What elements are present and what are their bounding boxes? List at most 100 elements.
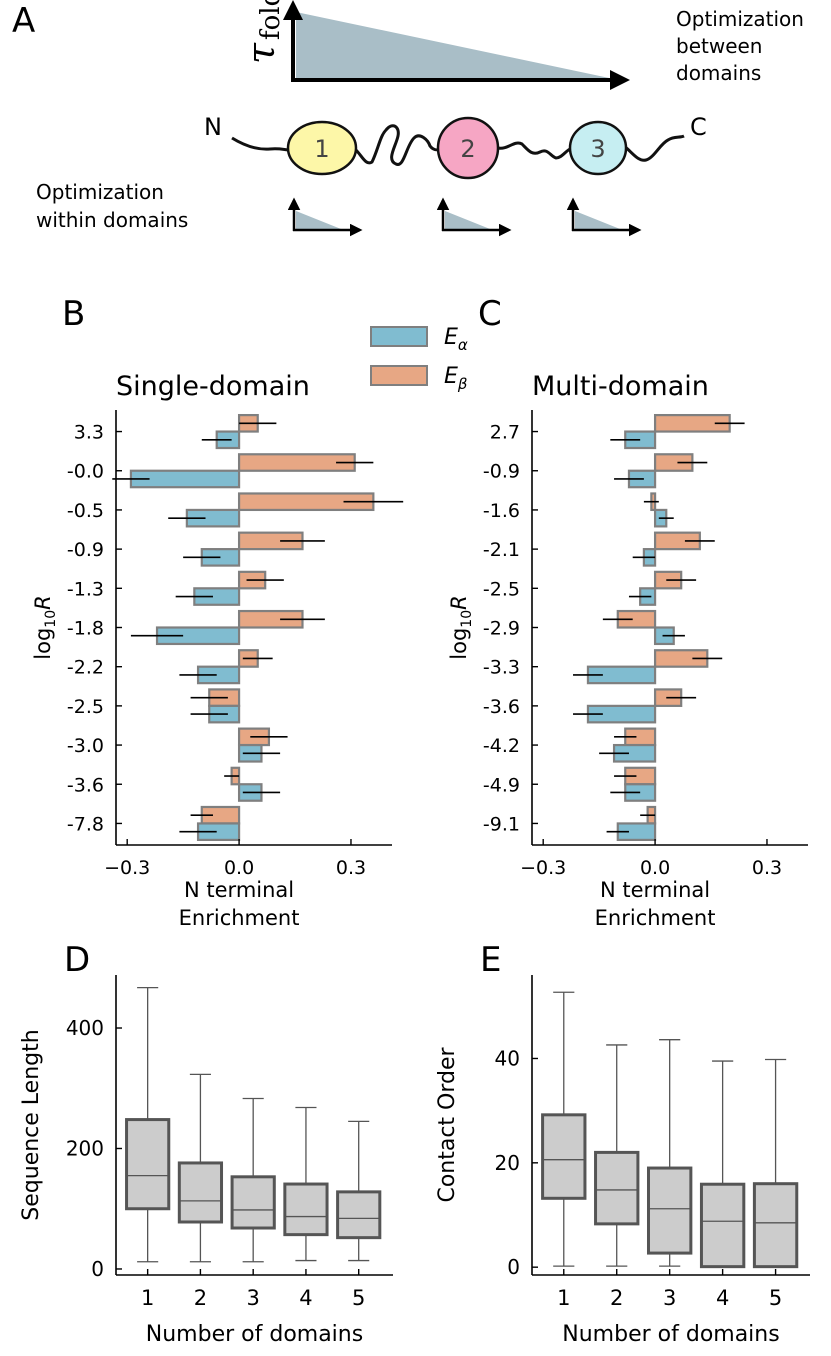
legend-alpha-swatch	[370, 326, 428, 347]
y-axis-label-base: log	[31, 628, 55, 660]
legend-alpha-label: Eα	[444, 325, 468, 354]
panel-label-a: A	[12, 1, 35, 41]
tfold-axis-label: τ fold	[239, 0, 286, 64]
y-tick-label: 3.3	[74, 422, 104, 444]
y-tick-label: -3.6	[67, 774, 104, 796]
legend: Eα Eβ	[370, 325, 468, 393]
small-optimization-plot-3	[566, 197, 642, 237]
y-axis-label-var: R	[31, 595, 55, 610]
panel-b: B Single-domain 3.3 -0.0 -0.5 -0.9 -1.3 -1.8 -…	[31, 294, 404, 930]
legend-beta-label: Eβ	[444, 364, 468, 393]
chart-c: 2.7 -0.9 -1.6 -2.1 -2.5 -2.9 -3.3 -3.6 -4.2 -4.9 -…	[447, 410, 808, 930]
x-tick-label: 2	[610, 1286, 623, 1310]
x-tick-label: 1	[141, 1286, 154, 1310]
y-tick-label: 0	[507, 1255, 520, 1279]
box	[283, 1182, 329, 1237]
x-axis-label-line-1: N terminal	[184, 878, 294, 902]
y-tick-label: -1.6	[483, 500, 520, 522]
x-tick-label: 0.0	[640, 857, 670, 879]
within-label-2: within domains	[36, 208, 188, 232]
y-tick-label: -3.0	[67, 735, 104, 757]
x-tick-label: 4	[299, 1286, 312, 1310]
x-axis-label-line-1: N terminal	[600, 878, 710, 902]
x-axis-label-line-2: Enrichment	[595, 906, 716, 930]
y-tick-label: -2.5	[483, 578, 520, 600]
x-tick-label: 0.0	[224, 857, 254, 879]
y-tick-label: -0.9	[483, 461, 520, 483]
y-axis-label: Contact Order	[435, 1046, 460, 1202]
box	[752, 1182, 799, 1269]
y-axis-label: Sequence Length	[19, 1029, 44, 1220]
y-tick-label: -3.3	[483, 657, 520, 679]
y-tick-label: -4.2	[483, 735, 520, 757]
panel-a: A τ fold Optimization between domains N …	[12, 0, 804, 237]
chart-c-title: Multi-domain	[532, 371, 709, 402]
y-tick-label: -3.6	[483, 696, 520, 718]
panel-d: D 1 2 3 4 5 0 200 400 Number of domains Sequence …	[19, 940, 393, 1347]
legend-alpha-sub: α	[458, 336, 468, 354]
y-tick-label: 200	[66, 1136, 104, 1160]
panel-label-e: E	[480, 940, 501, 980]
y-tick-label: -0.0	[67, 461, 104, 483]
y-tick-label: -2.9	[483, 618, 520, 640]
box	[230, 1175, 276, 1230]
n-terminus-label: N	[204, 113, 222, 141]
x-axis-label: Number of domains	[562, 1322, 779, 1347]
x-axis-label: Number of domains	[146, 1322, 363, 1347]
box	[541, 1113, 587, 1200]
x-tick-label: 0.3	[336, 857, 366, 879]
y-tick-label: -1.3	[67, 578, 104, 600]
panel-label-b: B	[62, 294, 85, 334]
chart-b: 3.3 -0.0 -0.5 -0.9 -1.3 -1.8 -2.2 -2.5 -3.0 -3.6 -…	[31, 410, 404, 930]
y-axis-label-base: log	[447, 628, 471, 660]
x-tick-label: 1	[557, 1286, 570, 1310]
x-tick-label: 5	[352, 1286, 365, 1310]
box	[594, 1150, 640, 1226]
y-axis-label-var: R	[447, 595, 471, 610]
chart-b-title: Single-domain	[116, 371, 310, 402]
small-optimization-plot-2	[436, 197, 512, 237]
y-tick-label: -1.8	[67, 618, 104, 640]
domain-2-label: 2	[460, 135, 475, 163]
y-tick-label: -4.9	[483, 774, 520, 796]
x-axis-label-line-2: Enrichment	[179, 906, 300, 930]
box	[336, 1190, 382, 1240]
x-tick-label: 2	[194, 1286, 207, 1310]
legend-beta-base: E	[444, 364, 458, 389]
tau-symbol: τ	[239, 42, 283, 64]
y-tick-label: -0.5	[67, 500, 104, 522]
y-tick-label: 0	[91, 1257, 104, 1281]
legend-alpha-base: E	[444, 325, 458, 350]
y-tick-label: 2.7	[490, 422, 520, 444]
y-tick-label: 40	[495, 1046, 520, 1070]
y-tick-label: -2.5	[67, 696, 104, 718]
y-tick-label: -7.8	[67, 813, 104, 835]
box	[125, 1118, 171, 1211]
legend-beta-sub: β	[457, 375, 468, 393]
y-tick-label: -2.2	[67, 657, 104, 679]
domain-3-ellipse	[568, 120, 628, 176]
domain-2-ellipse	[436, 116, 500, 180]
c-terminus-label: C	[690, 113, 707, 141]
x-tick-label: 0.3	[752, 857, 782, 879]
panel-label-d: D	[64, 940, 90, 980]
box	[646, 1166, 693, 1255]
y-tick-label: 20	[495, 1151, 520, 1175]
y-axis-label-sub: 10	[459, 610, 475, 628]
chart-e: 1 2 3 4 5 0 20 40 Number of domains Contact Order	[435, 975, 810, 1347]
y-axis-label: log10R	[31, 595, 59, 659]
between-label-1: Optimization	[676, 7, 804, 31]
between-label-3: domains	[676, 61, 761, 85]
small-optimization-plot-1	[287, 197, 363, 237]
y-axis-label: log10R	[447, 595, 475, 659]
between-label-2: between	[676, 34, 762, 58]
panel-e: E 1 2 3 4 5 0 20 40 Number of domains Contact Ord…	[435, 940, 810, 1347]
panel-label-c: C	[478, 294, 502, 334]
y-tick-label: -9.1	[483, 813, 520, 835]
x-tick-label: −0.3	[520, 857, 566, 879]
within-label-1: Optimization	[36, 180, 164, 204]
domain-1-ellipse	[286, 120, 358, 176]
panel-c: C Multi-domain 2.7 -0.9 -1.6 -2.1 -2.5 -2.9 -3…	[447, 294, 808, 930]
y-tick-label: 400	[66, 1016, 104, 1040]
